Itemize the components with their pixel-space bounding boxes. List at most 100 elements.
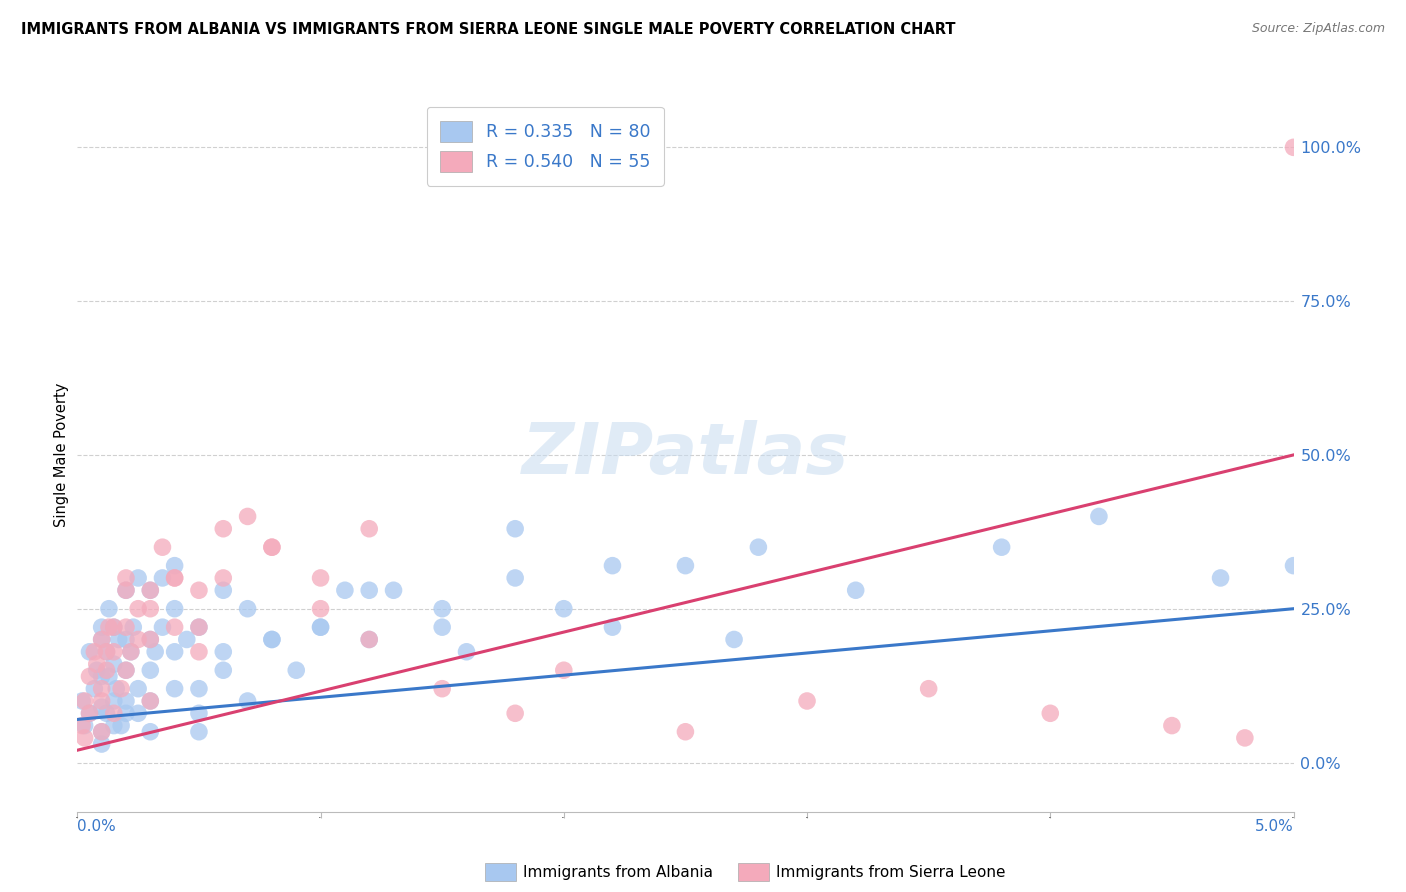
Point — [309, 571, 332, 585]
Legend: R = 0.335   N = 80, R = 0.540   N = 55: R = 0.335 N = 80, R = 0.540 N = 55 — [426, 107, 664, 186]
Point — [309, 620, 332, 634]
Point — [1161, 718, 1184, 732]
Point — [115, 620, 138, 634]
Point — [212, 583, 235, 598]
Point — [1233, 731, 1256, 745]
Point — [139, 583, 162, 598]
Point — [260, 540, 283, 554]
Point — [176, 632, 198, 647]
Point — [430, 620, 453, 634]
Point — [90, 700, 112, 714]
Point — [73, 694, 96, 708]
Point — [918, 681, 941, 696]
Point — [1209, 571, 1232, 585]
Point — [115, 663, 138, 677]
Point — [1282, 140, 1305, 154]
Point — [90, 724, 112, 739]
Point — [260, 632, 283, 647]
Point — [107, 632, 129, 647]
Point — [122, 620, 145, 634]
Point — [1039, 706, 1062, 721]
Point — [127, 681, 149, 696]
Point — [86, 657, 108, 671]
Point — [1088, 509, 1111, 524]
Point — [188, 645, 211, 659]
Point — [139, 601, 162, 615]
Point — [382, 583, 405, 598]
Point — [90, 724, 112, 739]
Point — [96, 663, 118, 677]
Point — [163, 571, 186, 585]
Point — [359, 632, 381, 647]
Point — [456, 645, 478, 659]
Point — [127, 571, 149, 585]
Point — [152, 571, 174, 585]
Point — [139, 632, 162, 647]
Point — [359, 522, 381, 536]
Point — [115, 663, 138, 677]
Point — [553, 601, 575, 615]
Point — [70, 718, 93, 732]
Y-axis label: Single Male Poverty: Single Male Poverty — [53, 383, 69, 527]
Point — [333, 583, 356, 598]
Point — [188, 620, 211, 634]
Point — [602, 558, 624, 573]
Point — [163, 601, 186, 615]
Point — [70, 694, 93, 708]
Point — [139, 663, 162, 677]
Point — [96, 645, 118, 659]
Point — [103, 706, 125, 721]
Point — [120, 645, 142, 659]
Point — [285, 663, 308, 677]
Text: Source: ZipAtlas.com: Source: ZipAtlas.com — [1251, 22, 1385, 36]
Point — [553, 663, 575, 677]
Point — [236, 509, 259, 524]
Point — [212, 522, 235, 536]
Point — [163, 681, 186, 696]
Point — [309, 601, 332, 615]
Point — [90, 681, 112, 696]
Point — [97, 601, 120, 615]
Point — [139, 724, 162, 739]
Point — [90, 669, 112, 683]
Point — [120, 645, 142, 659]
Point — [845, 583, 868, 598]
Point — [115, 706, 138, 721]
Point — [503, 571, 526, 585]
Point — [236, 601, 259, 615]
Text: ZIPatlas: ZIPatlas — [522, 420, 849, 490]
Point — [188, 583, 211, 598]
Point — [96, 706, 118, 721]
Point — [430, 681, 453, 696]
Point — [359, 583, 381, 598]
Point — [163, 558, 186, 573]
Point — [103, 718, 125, 732]
Point — [359, 632, 381, 647]
Point — [115, 694, 138, 708]
Point — [602, 620, 624, 634]
Point — [83, 645, 105, 659]
Point — [79, 669, 101, 683]
Point — [143, 645, 166, 659]
Point — [110, 718, 132, 732]
Point — [90, 632, 112, 647]
Point — [105, 681, 128, 696]
Text: Immigrants from Albania: Immigrants from Albania — [523, 865, 713, 880]
Point — [503, 522, 526, 536]
Point — [103, 657, 125, 671]
Point — [747, 540, 769, 554]
Point — [115, 571, 138, 585]
Point — [73, 731, 96, 745]
Point — [110, 681, 132, 696]
Point — [430, 601, 453, 615]
Text: 0.0%: 0.0% — [77, 819, 117, 834]
Point — [115, 632, 138, 647]
Point — [103, 694, 125, 708]
Point — [260, 540, 283, 554]
Point — [139, 694, 162, 708]
Point — [163, 620, 186, 634]
Point — [188, 620, 211, 634]
Point — [79, 706, 101, 721]
Point — [115, 583, 138, 598]
Point — [73, 718, 96, 732]
